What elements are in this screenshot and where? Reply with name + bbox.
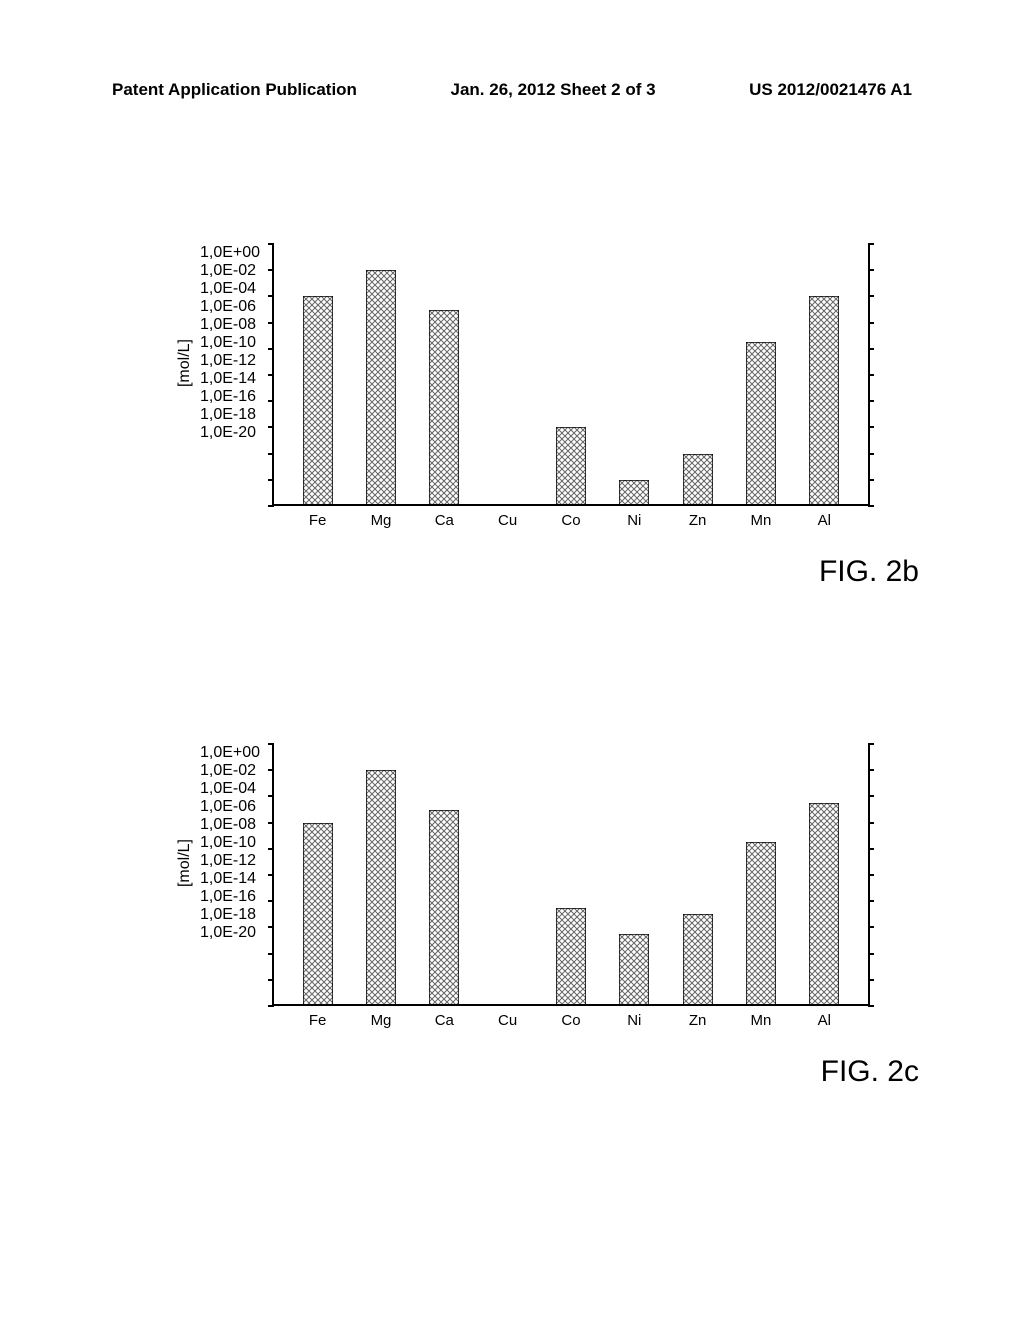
y-tick-label: 1,0E-20 [200,424,272,442]
y-tick-label: 1,0E-08 [200,816,272,834]
y-tick-label: 1,0E-10 [200,334,272,352]
bar [366,270,396,506]
y-ticks-2c: 1,0E+001,0E-021,0E-041,0E-061,0E-081,0E-… [200,744,272,1006]
tick-mark-right [868,1005,874,1007]
tick-mark-right [868,505,874,507]
tick-mark-right [868,795,874,797]
figure-label-2b: FIG. 2b [819,555,919,589]
bar [619,934,649,1006]
x-tick-label: Co [556,512,586,529]
y-tick-label: 1,0E-02 [200,762,272,780]
y-tick-label: 1,0E-06 [200,798,272,816]
chart-2b: [mol/L] 1,0E+001,0E-021,0E-041,0E-061,0E… [170,244,870,506]
tick-mark-right [868,953,874,955]
y-tick-label: 1,0E+00 [200,744,272,762]
figure-label-2c: FIG. 2c [821,1055,919,1089]
y-tick-label: 1,0E-08 [200,316,272,334]
bar [683,454,713,506]
tick-mark-right [868,822,874,824]
chart-2c: [mol/L] 1,0E+001,0E-021,0E-041,0E-061,0E… [170,744,870,1006]
x-tick-label: Al [809,1012,839,1029]
bar [303,823,333,1006]
tick-mark-right [868,874,874,876]
bar [556,908,586,1006]
x-tick-label: Fe [303,1012,333,1029]
tick-mark-right [868,453,874,455]
x-tick-label: Ni [619,1012,649,1029]
y-tick-label: 1,0E-18 [200,406,272,424]
bars-2b [274,244,868,506]
bar [366,770,396,1006]
x-tick-label: Ca [429,512,459,529]
y-tick-label: 1,0E-12 [200,352,272,370]
tick-mark-right [868,743,874,745]
bar [746,342,776,506]
y-tick-label: 1,0E-20 [200,924,272,942]
tick-mark-right [868,269,874,271]
y-tick-label: 1,0E-10 [200,834,272,852]
header-left: Patent Application Publication [112,80,357,100]
bar [303,296,333,506]
y-tick-label: 1,0E-14 [200,370,272,388]
tick-mark-right [868,426,874,428]
tick-mark-right [868,926,874,928]
tick-mark-right [868,348,874,350]
tick-mark-right [868,374,874,376]
tick-mark-right [868,322,874,324]
bar [556,427,586,506]
tick-mark-right [868,900,874,902]
y-axis-label-2c: [mol/L] [170,839,200,887]
y-tick-label: 1,0E-14 [200,870,272,888]
bar [619,480,649,506]
x-ticks-2b: Fe Mg Ca Cu Co Ni Zn Mn Al [274,506,868,529]
plot-area-2b: FeMgCaCuCoNiZnMnAl [272,244,870,506]
x-tick-label: Mg [366,512,396,529]
x-ticks-2c: Fe Mg Ca Cu Co Ni Zn Mn Al [274,1006,868,1029]
y-tick-label: 1,0E-04 [200,280,272,298]
tick-mark-right [868,243,874,245]
x-tick-label: Mn [746,1012,776,1029]
bar [746,842,776,1006]
plot-area-2c: FeMgCaCuCoNiZnMnAl [272,744,870,1006]
tick-mark-right [868,295,874,297]
bar [429,310,459,507]
x-tick-label: Al [809,512,839,529]
tick-mark-right [868,979,874,981]
bar [429,810,459,1007]
header-right: US 2012/0021476 A1 [749,80,912,100]
x-tick-label: Co [556,1012,586,1029]
bar [809,296,839,506]
x-tick-label: Fe [303,512,333,529]
page-header: Patent Application Publication Jan. 26, … [0,80,1024,100]
y-tick-label: 1,0E-16 [200,388,272,406]
tick-mark-right [868,769,874,771]
x-tick-label: Cu [493,1012,523,1029]
y-ticks-2b: 1,0E+001,0E-021,0E-041,0E-061,0E-081,0E-… [200,244,272,506]
bar [809,803,839,1006]
y-tick-label: 1,0E+00 [200,244,272,262]
y-tick-label: 1,0E-02 [200,262,272,280]
x-tick-label: Ni [619,512,649,529]
y-axis-label-2b: [mol/L] [170,339,200,387]
x-tick-label: Zn [683,512,713,529]
y-tick-label: 1,0E-04 [200,780,272,798]
x-tick-label: Mn [746,512,776,529]
x-tick-label: Zn [683,1012,713,1029]
tick-mark-right [868,479,874,481]
y-tick-label: 1,0E-16 [200,888,272,906]
y-tick-label: 1,0E-12 [200,852,272,870]
header-center: Jan. 26, 2012 Sheet 2 of 3 [451,80,656,100]
y-tick-label: 1,0E-06 [200,298,272,316]
bar [683,914,713,1006]
x-tick-label: Mg [366,1012,396,1029]
tick-mark-right [868,400,874,402]
x-tick-label: Ca [429,1012,459,1029]
bars-2c [274,744,868,1006]
y-tick-label: 1,0E-18 [200,906,272,924]
x-tick-label: Cu [493,512,523,529]
tick-mark-right [868,848,874,850]
